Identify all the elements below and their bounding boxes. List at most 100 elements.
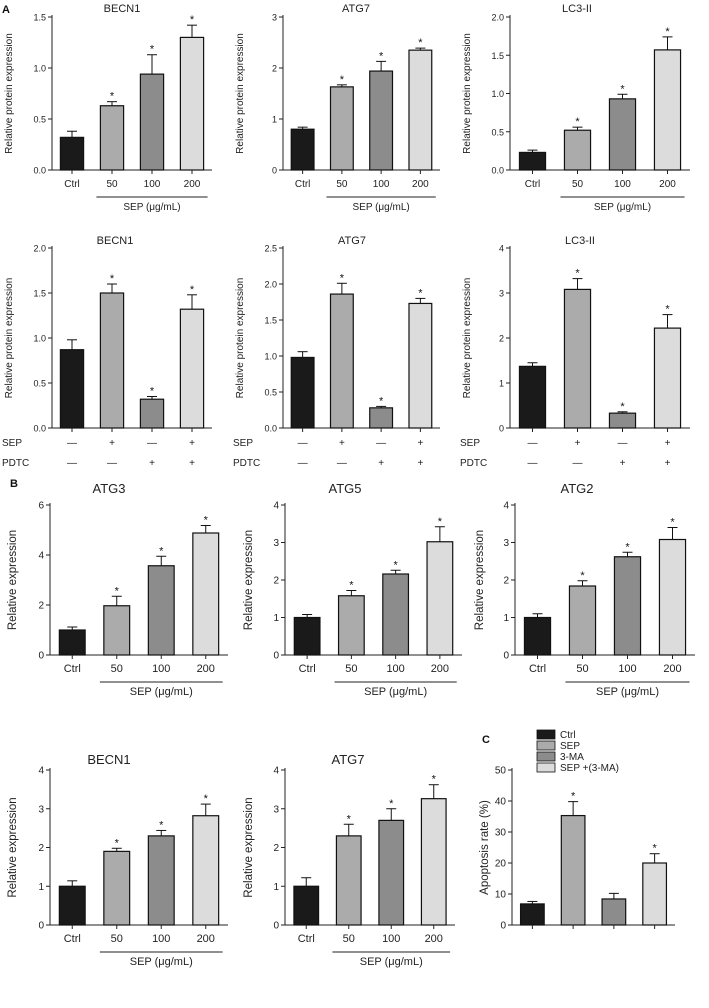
bar-1: [563, 129, 592, 171]
significance-asterisk-3: *: [204, 515, 209, 527]
legend-swatch-2: [536, 751, 556, 762]
treatment-sign: —: [298, 458, 308, 469]
x-tick-label: Ctrl: [299, 663, 316, 675]
x-tick-label: Ctrl: [64, 179, 80, 190]
treatment-sign: —: [376, 438, 386, 449]
x-tick-label: 200: [184, 179, 201, 190]
treatment-sign: +: [109, 438, 115, 449]
chart-title: ATG7: [332, 752, 365, 767]
significance-asterisk-3: *: [190, 14, 195, 26]
significance-asterisk-2: *: [150, 44, 155, 56]
y-axis-label: Relative expression: [243, 797, 255, 897]
y-tick-label: 0.0: [264, 424, 277, 434]
treatment-sign: —: [298, 438, 308, 449]
treatment-sign: +: [620, 458, 626, 469]
bar-0: [290, 356, 315, 429]
treatment-label-sep: SEP: [2, 438, 22, 449]
x-tick-label: Ctrl: [529, 663, 546, 675]
y-tick-label: 0: [503, 651, 509, 662]
bar-1: [560, 814, 586, 926]
chart-a6: LC3-II 0 1 2 3 4 Relative protein expression * *…: [460, 235, 690, 469]
chart-a5: ATG7 0.0 0.5 1.0 1.5 2.0 2.5 Relative protein e…: [233, 235, 440, 469]
bar-1: [103, 605, 131, 656]
significance-asterisk-2: *: [159, 819, 164, 831]
significance-asterisk-1: *: [347, 813, 352, 825]
y-tick-label: 3: [503, 538, 509, 549]
chart-title: ATG3: [93, 481, 126, 496]
y-tick-label: 3: [273, 538, 279, 549]
y-tick-label: 0.5: [33, 115, 46, 125]
x-tick-label: 50: [111, 663, 123, 675]
treatment-sign: +: [378, 458, 384, 469]
significance-asterisk-3: *: [665, 304, 670, 316]
y-tick-label: 0.0: [491, 166, 504, 176]
bar-0: [293, 885, 320, 926]
panel-letter-a: A: [2, 4, 10, 16]
bar-3: [192, 532, 220, 656]
y-tick-label: 0.5: [491, 127, 504, 137]
x-tick-label: 100: [382, 933, 400, 945]
y-tick-label: 1: [499, 379, 504, 389]
bar-3: [658, 538, 687, 656]
bar-1: [99, 292, 125, 429]
y-tick-label: 1.0: [33, 64, 46, 74]
significance-asterisk-2: *: [620, 83, 625, 95]
y-tick-label: 2: [503, 576, 509, 587]
significance-asterisk-1: *: [575, 116, 580, 128]
y-tick-label: 4: [273, 501, 279, 512]
bar-2: [382, 573, 410, 656]
bar-3: [179, 308, 205, 429]
y-tick-label: 1.5: [33, 289, 46, 299]
treatment-sign: —: [67, 438, 77, 449]
bar-3: [408, 302, 433, 429]
treatment-sign: +: [339, 438, 345, 449]
x-tick-label: 50: [343, 933, 355, 945]
y-tick-label: 2: [272, 64, 277, 74]
y-tick-label: 1: [272, 115, 277, 125]
treatment-sign: +: [417, 458, 423, 469]
group-label: SEP (μg/mL): [130, 686, 193, 698]
y-tick-label: 2: [38, 843, 44, 854]
bar-1: [335, 835, 362, 926]
y-tick-label: 4: [499, 244, 504, 254]
y-tick-label: 1: [273, 882, 279, 893]
significance-asterisk-1: *: [571, 791, 576, 803]
chart-a1: BECN1 0.0 0.5 1.0 1.5 Relative protein expres…: [4, 3, 212, 213]
significance-asterisk-1: *: [575, 268, 580, 280]
treatment-sign: —: [573, 458, 583, 469]
y-tick-label: 1: [503, 613, 509, 624]
treatment-sign: +: [575, 438, 581, 449]
significance-asterisk-2: *: [389, 798, 394, 810]
panel-letter-b: B: [10, 478, 18, 490]
treatment-sign: —: [67, 458, 77, 469]
bar-0: [518, 365, 547, 429]
x-tick-label: 100: [144, 179, 161, 190]
bar-2: [139, 398, 165, 429]
bar-3: [642, 862, 668, 926]
panel-letter-c: C: [482, 734, 490, 746]
chart-title: BECN1: [97, 235, 134, 247]
chart-title: LC3-II: [565, 235, 595, 247]
treatment-sign: —: [528, 438, 538, 449]
group-label: SEP (μg/mL): [130, 956, 193, 968]
x-tick-label: 50: [336, 179, 348, 190]
group-label: SEP (μg/mL): [360, 956, 423, 968]
y-tick-label: 0: [500, 921, 506, 932]
y-tick-label: 0: [38, 921, 44, 932]
treatment-sign: —: [337, 458, 347, 469]
x-tick-label: 100: [152, 933, 170, 945]
x-tick-label: 100: [386, 663, 404, 675]
bar-0: [59, 136, 85, 171]
y-tick-label: 0.0: [33, 424, 46, 434]
y-tick-label: 1.0: [33, 334, 46, 344]
y-tick-label: 0.5: [33, 379, 46, 389]
treatment-sign: —: [528, 458, 538, 469]
chart-title: ATG2: [561, 481, 594, 496]
x-tick-label: 50: [576, 663, 588, 675]
y-tick-label: 3: [499, 289, 504, 299]
chart-c1: 0 10 20 30 40 50 Apoptosis rate (%) * * CtrlSEP3-…: [479, 729, 675, 932]
chart-title: ATG5: [329, 481, 362, 496]
treatment-sign: +: [417, 438, 423, 449]
bar-2: [608, 412, 637, 429]
treatment-sign: +: [189, 438, 195, 449]
